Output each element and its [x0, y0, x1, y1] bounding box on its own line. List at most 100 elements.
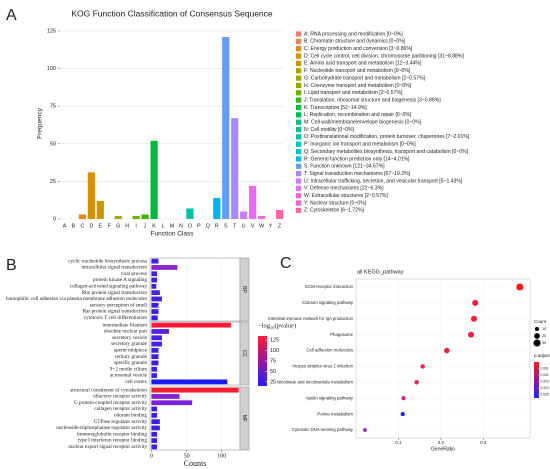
bar: [151, 379, 228, 385]
bar: [151, 438, 158, 443]
size-legend-label: 10: [542, 327, 546, 331]
legend-label: Z: Cytoskeleton [6~1.72%]: [304, 208, 364, 214]
dot: [363, 428, 367, 432]
dot: [470, 315, 478, 322]
y-tick-label: specific granule: [114, 359, 148, 366]
colorbar-tick-label: 100: [270, 348, 279, 354]
legend-label: W: Extracellular structures [2~0.57%]: [304, 193, 388, 199]
bar: [151, 258, 159, 264]
x-tick-label: C: [80, 223, 84, 229]
y-tick-label: 9+2 motile cilium: [110, 366, 147, 372]
x-tick-label: M: [170, 223, 174, 229]
legend-swatch: [296, 141, 302, 147]
dot: [472, 299, 479, 306]
legend-label: R: General function prediction only [14~…: [304, 156, 410, 162]
size-legend-dot: [534, 333, 540, 339]
bar: [240, 211, 248, 219]
legend-label: U: Intracellular trafficking, secretion,…: [304, 178, 463, 184]
bar: [231, 118, 239, 219]
x-tick-label: A: [63, 223, 67, 229]
y-tick-label: collagen-activated signaling pathway: [70, 284, 148, 290]
dot: [401, 396, 406, 401]
x-tick-label: Y: [269, 223, 273, 229]
legend-swatch: [296, 193, 302, 199]
y-tick-label: Cell adhesion molecules: [306, 348, 353, 353]
y-tick-label: sensory perception of smell: [90, 301, 148, 308]
x-tick-label: O: [188, 223, 192, 229]
y-tick-label: Intestinal immune network for IgA produc…: [268, 316, 353, 321]
bar: [114, 215, 122, 219]
x-tick-label: 0: [150, 453, 153, 459]
y-tick-label: nuclear export signal receptor activity: [68, 444, 147, 450]
legend-swatch: [296, 104, 302, 111]
bar: [151, 394, 180, 399]
legend-label: N: Cell motility [0~0%]: [304, 127, 355, 133]
legend-swatch: [296, 207, 302, 213]
color-legend-label: 0.002: [541, 373, 549, 377]
colorbar-tick-label: 25: [270, 379, 276, 385]
legend-label: S: Function unknown [121~34.67%]: [304, 164, 385, 170]
x-tick-label: P: [197, 223, 201, 229]
color-legend-label: 0.003: [541, 380, 549, 384]
bar: [96, 200, 104, 219]
legend-label: Q: Secondary metabolites biosynthesis, t…: [304, 149, 469, 155]
color-legend-title: p.adjust: [534, 353, 550, 358]
panel-label: C: [280, 255, 292, 272]
bar: [151, 387, 239, 393]
legend-swatch: [296, 60, 302, 66]
legend-swatch: [296, 38, 302, 44]
y-tick-label: intracellular signal transduction: [81, 265, 147, 271]
x-tick-label: K: [152, 223, 156, 229]
x-tick-label: L: [162, 223, 165, 229]
y-tick-label: Phagosome: [330, 332, 354, 337]
y-tick-label: 125: [47, 28, 56, 34]
bar: [151, 271, 158, 277]
y-tick-label: 75: [50, 104, 56, 110]
legend-swatch: [296, 82, 302, 89]
legend-swatch: [296, 149, 302, 155]
legend-swatch: [296, 112, 302, 118]
bar: [151, 406, 158, 412]
legend-label: O: Posttranslational modification, prote…: [304, 134, 470, 140]
colorbar-tick-label: 75: [270, 358, 276, 364]
bar: [151, 277, 158, 283]
legend-swatch: [296, 68, 302, 74]
x-tick-label: Z: [278, 223, 282, 229]
bar: [151, 296, 162, 302]
legend-swatch: [296, 119, 302, 125]
bar: [213, 197, 221, 219]
legend-label: Y: Nuclear structure [0~0%]: [304, 200, 367, 206]
y-tick-label: 50: [50, 141, 56, 147]
size-legend-dot: [533, 339, 541, 347]
bar: [151, 329, 169, 334]
legend-swatch: [296, 178, 302, 184]
bar: [151, 366, 158, 372]
legend-label: P: Inorganic ion transport and metabolis…: [304, 142, 416, 148]
bar: [258, 215, 266, 219]
y-tick-label: viral process: [121, 271, 147, 277]
bar: [151, 302, 159, 308]
legend-label: F: Nucleotide transport and metabolism […: [304, 68, 411, 74]
panel-label: A: [6, 7, 17, 24]
x-tick-label: T: [233, 223, 237, 229]
legend-swatch: [296, 156, 302, 162]
y-tick-label: nucleoside-triphosphatase regulator acti…: [56, 425, 147, 431]
x-tick-label: B: [72, 223, 76, 229]
x-tick-label: I: [135, 223, 136, 229]
y-tick-label: odorant binding: [114, 413, 147, 419]
legend-swatch: [296, 185, 302, 191]
legend-label: H: Coenzyme transport and metabolism [0~…: [304, 83, 412, 89]
x-tick-label: J: [144, 223, 147, 229]
y-tick-label: secretory vesicle: [112, 335, 147, 341]
y-tick-label: homophilic cell adhesion via plasma memb…: [6, 296, 147, 302]
x-axis-label: GeneRatio: [431, 446, 455, 452]
color-legend-bar: [534, 362, 539, 398]
x-tick-label: Q: [206, 223, 210, 229]
facet-strip: [239, 257, 250, 322]
x-axis-label: Counts: [184, 459, 207, 468]
chart-title: KOG Function Classification of Consensus…: [71, 8, 273, 18]
legend-swatch: [296, 53, 302, 59]
facet-label: MF: [241, 415, 247, 422]
legend-label: J: Translation, ribosomal structure and …: [304, 97, 441, 103]
legend-label: B: Chromatin structure and dynamics [0~0…: [304, 39, 406, 45]
